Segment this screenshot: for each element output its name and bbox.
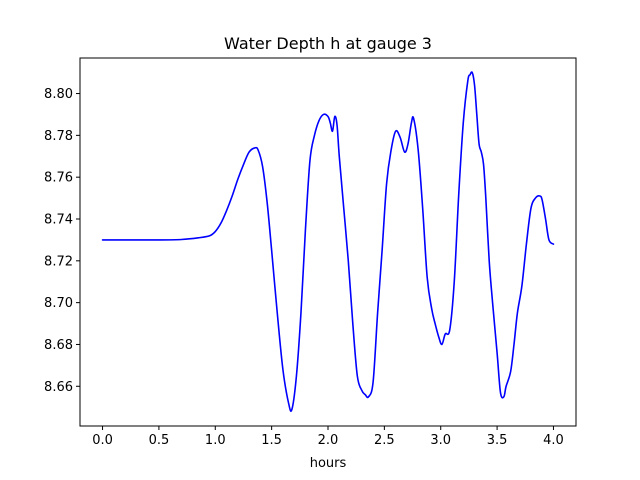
y-tick-label: 8.72 [44, 254, 73, 269]
x-tick-label: 0.5 [149, 433, 170, 448]
y-tick-label: 8.66 [44, 380, 73, 395]
chart-title: Water Depth h at gauge 3 [224, 34, 432, 53]
series-layer [101, 71, 555, 412]
x-axis: 0.0 0.5 1.0 1.5 2.0 2.5 3.0 3.5 4.0 [92, 426, 564, 448]
plot-area [79, 57, 577, 427]
x-tick-label: 4.0 [543, 433, 564, 448]
y-axis: 8.66 8.68 8.70 8.72 8.74 8.76 8.78 8.80 [44, 87, 80, 395]
series-line [101, 71, 555, 412]
x-tick-label: 2.0 [318, 433, 339, 448]
y-tick-label: 8.74 [44, 213, 73, 228]
x-tick-label: 1.5 [261, 433, 282, 448]
x-axis-label: hours [310, 456, 347, 471]
y-tick-label: 8.76 [44, 171, 73, 186]
x-tick-label: 1.0 [205, 433, 226, 448]
y-tick-label: 8.70 [44, 296, 73, 311]
x-tick-label: 3.5 [487, 433, 508, 448]
x-tick-label: 2.5 [374, 433, 395, 448]
x-tick-label: 0.0 [92, 433, 113, 448]
y-tick-label: 8.78 [44, 129, 73, 144]
y-tick-label: 8.68 [44, 338, 73, 353]
y-tick-label: 8.80 [44, 87, 73, 102]
x-tick-label: 3.0 [430, 433, 451, 448]
